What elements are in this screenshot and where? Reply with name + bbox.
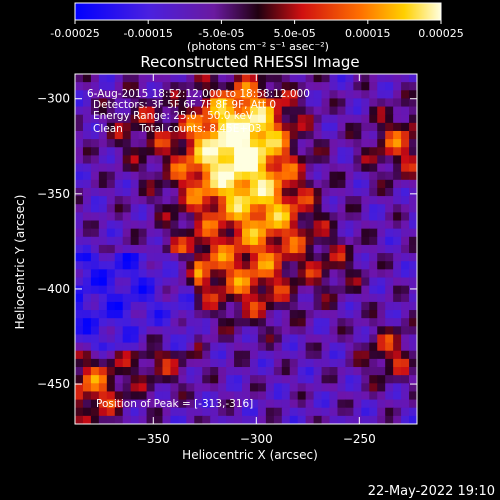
annotation-block: 6-Aug-2015 18:52:12.000 to 18:58:12.000 … [87,88,310,135]
x-tick-label: −350 [137,432,170,446]
colorbar: -0.00025 -0.00015 -5.0e-05 5.0e-05 0.00015 0.… [50,2,464,53]
colorbar-tick-label: -0.00025 [50,27,99,40]
chart-title: Reconstructed RHESSI Image [140,53,359,71]
heatmap-image [75,74,417,424]
y-axis-label: Heliocentric Y (arcsec) [13,195,27,330]
colorbar-units-label: (photons cm⁻² s⁻¹ asec⁻²) [187,40,329,53]
colorbar-tick-label: 0.00015 [345,27,391,40]
colorbar-tick-label: -5.0e-05 [198,27,244,40]
plot-frame [74,73,418,425]
y-tick-label: −400 [37,282,70,296]
annotation-clean-counts: Clean Total counts: 8.45E+03 [93,123,262,135]
y-axis: −300 −350 −400 −450 [37,92,417,391]
x-axis: −350 −300 −250 [137,74,376,446]
colorbar-tick-label: 5.0e-05 [273,27,315,40]
annotation-energy-range: Energy Range: 25.0 - 50.0 keV [93,110,254,122]
x-axis-label: Heliocentric X (arcsec) [182,448,318,462]
colorbar-tick-label: -0.00015 [123,27,172,40]
colorbar-gradient [74,2,442,21]
x-tick-label: −250 [343,432,376,446]
y-tick-label: −350 [37,187,70,201]
peak-position-label: Position of Peak = [-313,-316] [96,398,253,410]
y-tick-label: −300 [37,92,70,106]
annotation-time-range: 6-Aug-2015 18:52:12.000 to 18:58:12.000 [87,88,310,100]
annotation-detectors: Detectors: 3F 5F 6F 7F 8F 9F, Att 0 [93,99,276,111]
y-tick-label: −450 [37,377,70,391]
x-tick-label: −300 [240,432,273,446]
colorbar-tick-label: 0.00025 [418,27,464,40]
footer-timestamp: 22-May-2022 19:10 [368,484,495,499]
